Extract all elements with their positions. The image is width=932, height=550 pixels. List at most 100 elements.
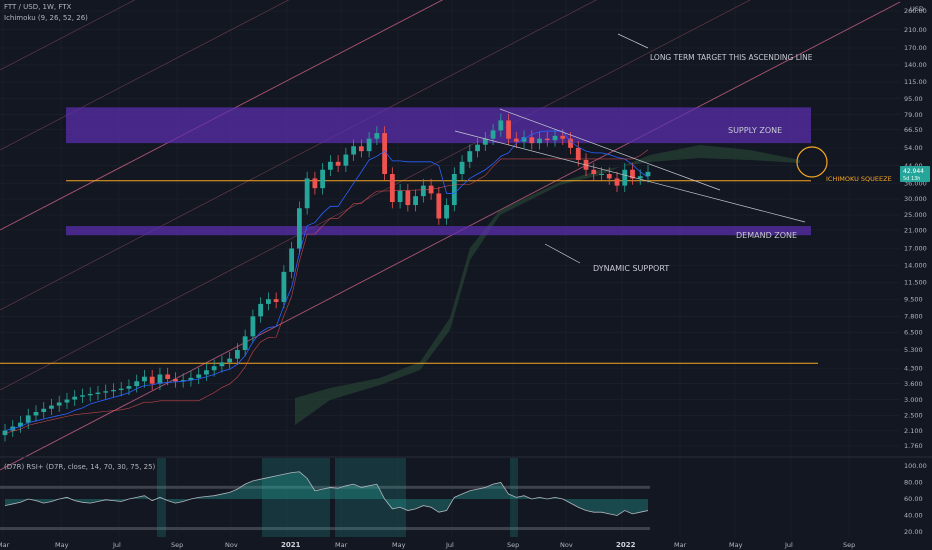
price-tick-label: 21.000 [904, 226, 927, 234]
candle-body [537, 138, 542, 144]
time-tick-label: Jul [445, 541, 454, 549]
candle-body [219, 362, 225, 367]
candle-body [420, 185, 426, 197]
tenkan-line-path [4, 130, 649, 432]
rsi-axis: 100.00 80.00 60.00 40.00 20.00 [904, 462, 927, 536]
candle-body [2, 430, 8, 436]
candle-body [637, 176, 643, 179]
candle-body [196, 374, 202, 378]
arrow-long-term [617, 33, 649, 49]
candle-body [606, 173, 612, 179]
candle-body [568, 138, 573, 148]
ichimoku-squeeze-label: ICHIMOKU SQUEEZE [826, 175, 892, 183]
demand-zone-label: DEMAND ZONE [736, 231, 797, 240]
candle-body [482, 138, 488, 145]
candle-body [258, 303, 264, 317]
time-tick-label: Mar [674, 541, 687, 549]
symbol-title: FTT / USD, 1W, FTX [4, 3, 72, 11]
candle-body [366, 138, 372, 152]
gridlines [0, 0, 900, 537]
price-tick-label: 66.50 [904, 126, 923, 134]
candle-body [397, 190, 403, 203]
candle-body [281, 271, 287, 302]
channel-line [0, 0, 751, 391]
price-tick-label: 25.000 [904, 211, 927, 219]
candle-body [413, 196, 418, 206]
wedge-upper-line [499, 108, 721, 191]
candle-body [87, 393, 93, 396]
candle-body [459, 161, 465, 174]
candle-body [467, 151, 473, 162]
candle-body [645, 171, 651, 177]
price-tick-label: 95.00 [904, 95, 923, 103]
candle-body [614, 178, 620, 186]
candle-body [599, 173, 604, 175]
time-tick-label: May [729, 541, 743, 549]
ichimoku-cloud [295, 145, 800, 425]
price-tick-label: 170.00 [904, 44, 927, 52]
rsi-panel [0, 458, 650, 537]
time-tick-label: May [55, 541, 69, 549]
candle-body [389, 173, 395, 203]
price-tick-label: 7.800 [904, 313, 923, 321]
rsi-tick-label: 60.00 [904, 495, 923, 503]
time-tick-label: May [392, 541, 406, 549]
candle-body [296, 208, 302, 249]
price-tick-label: 1.760 [904, 442, 923, 450]
rsi-tick-label: 80.00 [904, 479, 923, 487]
price-tick-label: 2.100 [904, 427, 923, 435]
tenkan-line [4, 130, 649, 434]
price-tick-label: 36.000 [904, 179, 927, 187]
rsi-legend: (D7R) RSI+ (D7R, close, 14, 70, 30, 75, … [4, 463, 156, 471]
candle-body [33, 412, 39, 416]
candle-body [265, 299, 271, 304]
candle-body [56, 402, 62, 406]
candle-body [211, 366, 217, 371]
channel-line [0, 0, 290, 151]
rsi-highlight [262, 458, 330, 537]
price-tick-label: 54.00 [904, 144, 923, 152]
candle-body [405, 190, 411, 206]
candle-body [343, 154, 349, 166]
zones [0, 107, 818, 364]
price-tick-label: 79.00 [904, 111, 923, 119]
rsi-highlight [157, 458, 166, 537]
supply-zone [66, 107, 811, 144]
time-tick-label: Nov [225, 541, 238, 549]
candle-body [18, 422, 23, 427]
channel-line [0, 1, 901, 471]
candle-body [630, 169, 635, 179]
rsi-highlight [510, 458, 518, 537]
candle-body [475, 144, 480, 152]
rsi-tick-label: 100.00 [904, 462, 927, 470]
candle-body [157, 374, 163, 384]
price-tick-label: 140.00 [904, 61, 927, 69]
dynamic-support-label: DYNAMIC SUPPORT [593, 264, 669, 273]
candle-body [552, 135, 558, 141]
candle-body [126, 386, 132, 389]
candle-body [622, 169, 628, 186]
price-tick-label: 3.000 [904, 396, 923, 404]
time-tick-label: Sep [843, 541, 855, 549]
supply-zone-label: SUPPLY ZONE [728, 126, 782, 135]
currency-label: USD [910, 5, 924, 13]
candle-body [25, 415, 31, 423]
candle-body [95, 392, 101, 394]
candle-body [142, 376, 147, 382]
candle-body [490, 130, 496, 139]
candle-body [111, 389, 116, 392]
time-tick-label: Sep [171, 541, 183, 549]
time-tick-label: 2021 [281, 541, 301, 549]
candle-body [529, 137, 535, 144]
rsi-overbought-band [0, 485, 650, 489]
cloud-area [295, 145, 800, 425]
ichimoku-legend: Ichimoku (9, 26, 52, 26) [4, 14, 88, 22]
price-tick-label: 6.500 [904, 328, 923, 336]
candle-body [165, 374, 171, 379]
candle-body [513, 138, 519, 142]
candle-body [382, 133, 388, 174]
wedge-lower-line [454, 130, 806, 223]
candle-body [180, 380, 186, 382]
price-tick-label: 14.000 [904, 262, 927, 270]
price-tick-label: 3.600 [904, 380, 923, 388]
